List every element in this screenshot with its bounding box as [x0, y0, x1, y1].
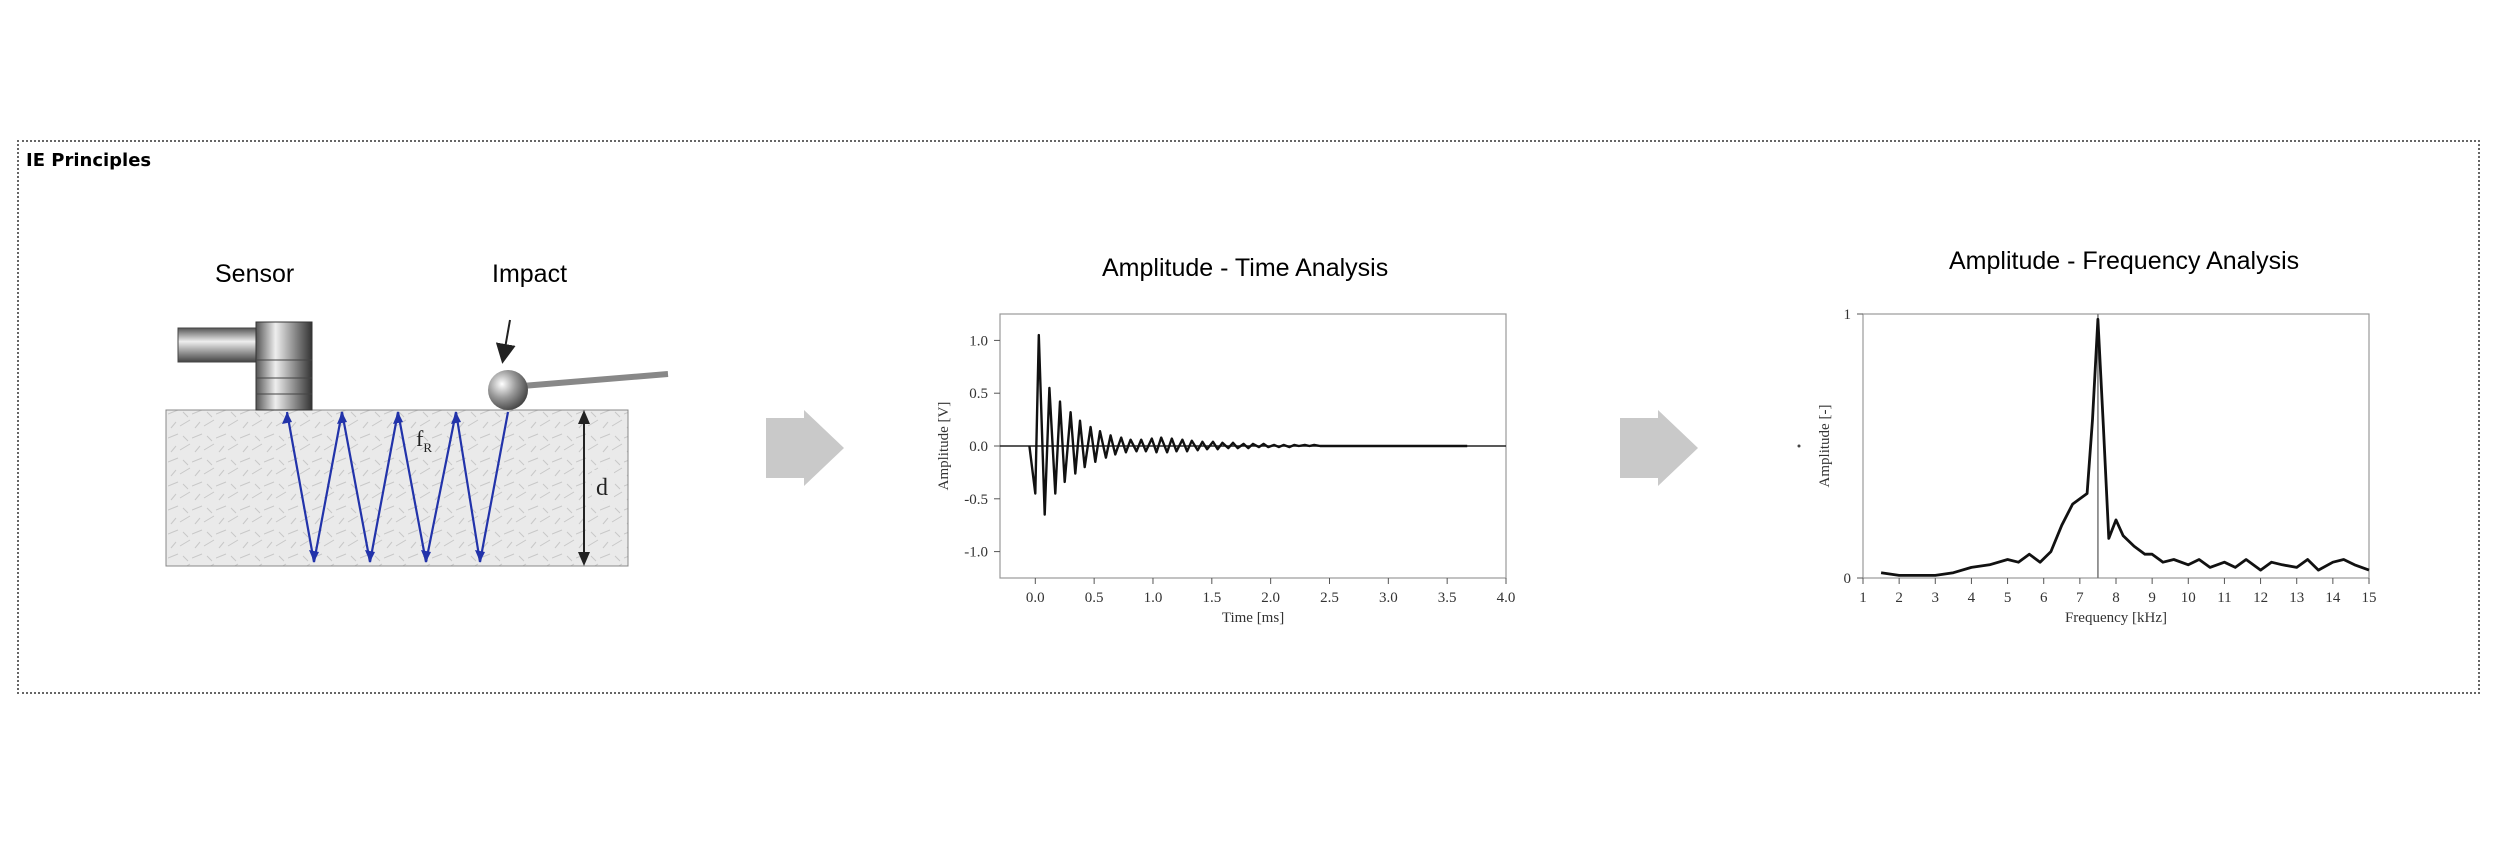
- y-tick-label: -0.5: [964, 492, 988, 508]
- x-tick-label: 4: [1968, 590, 1976, 606]
- x-tick-label: 3.5: [1438, 590, 1457, 606]
- section-frame: [17, 140, 2480, 694]
- x-tick-label: 2.5: [1320, 590, 1339, 606]
- resonance-freq-label: fR: [416, 426, 432, 455]
- impact-label: Impact: [492, 260, 568, 288]
- sensor-label: Sensor: [215, 260, 295, 288]
- x-tick-label: 11: [2217, 590, 2231, 606]
- x-tick-label: 10: [2181, 590, 2196, 606]
- x-tick-label: 5: [2004, 590, 2012, 606]
- x-tick-label: 13: [2289, 590, 2304, 606]
- x-tick-label: 1.0: [1144, 590, 1163, 606]
- depth-dimension: [578, 410, 614, 566]
- x-tick-label: 9: [2148, 590, 2156, 606]
- y-tick-label: 1.0: [969, 333, 988, 349]
- freq-chart-title: Amplitude - Frequency Analysis: [1949, 247, 2300, 275]
- series-line-0: [1880, 317, 2370, 577]
- flow-arrow-2: [1620, 410, 1698, 486]
- x-axis-label: Frequency [kHz]: [2065, 610, 2167, 626]
- series-line-0: [1028, 333, 1468, 516]
- x-tick-label: 0.5: [1085, 590, 1104, 606]
- x-axis-label: Time [ms]: [1222, 610, 1284, 626]
- x-tick-label: 6: [2040, 590, 2048, 606]
- x-tick-label: 3: [1932, 590, 1940, 606]
- y-axis-label: Amplitude [-]: [1817, 405, 1833, 488]
- x-tick-label: 3.0: [1379, 590, 1398, 606]
- x-tick-label: 7: [2076, 590, 2084, 606]
- x-tick-label: 2.0: [1261, 590, 1280, 606]
- time-chart: 0.0 0.5 1.0 1.5 2.0 2.5 3.0 3.5 4.0 1.0 0.5 0.0 -0.5…: [936, 333, 1515, 626]
- x-tick-label: 1.5: [1202, 590, 1221, 606]
- wave-arrowheads: [282, 412, 485, 562]
- x-tick-label: 0.0: [1026, 590, 1045, 606]
- y-axis-label: Amplitude [V]: [936, 402, 952, 491]
- y-tick-label: -1.0: [964, 545, 988, 561]
- time-chart-title: Amplitude - Time Analysis: [1102, 254, 1389, 282]
- y-tick-label: 0.5: [969, 386, 988, 402]
- impactor-icon: [488, 319, 669, 410]
- x-tick-label: 8: [2112, 590, 2120, 606]
- depth-label: d: [596, 475, 608, 501]
- x-tick-label: 14: [2325, 590, 2341, 606]
- sensor-icon: [177, 321, 313, 411]
- y-tick-label: 0.0: [969, 439, 988, 455]
- y-tick-label: 1: [1844, 307, 1852, 323]
- x-tick-label: 4.0: [1497, 590, 1516, 606]
- y-tick-label: 0: [1844, 571, 1852, 587]
- section-title: IE Principles: [26, 150, 152, 171]
- x-tick-label: 1: [1859, 590, 1867, 606]
- flow-arrow-1: [766, 410, 844, 486]
- x-tick-label: 12: [2253, 590, 2268, 606]
- stray-dot: [1797, 444, 1801, 448]
- x-tick-label: 15: [2362, 590, 2377, 606]
- concrete-block: [165, 409, 629, 567]
- freq-chart-plot-area: [1862, 313, 2370, 579]
- x-tick-label: 2: [1895, 590, 1903, 606]
